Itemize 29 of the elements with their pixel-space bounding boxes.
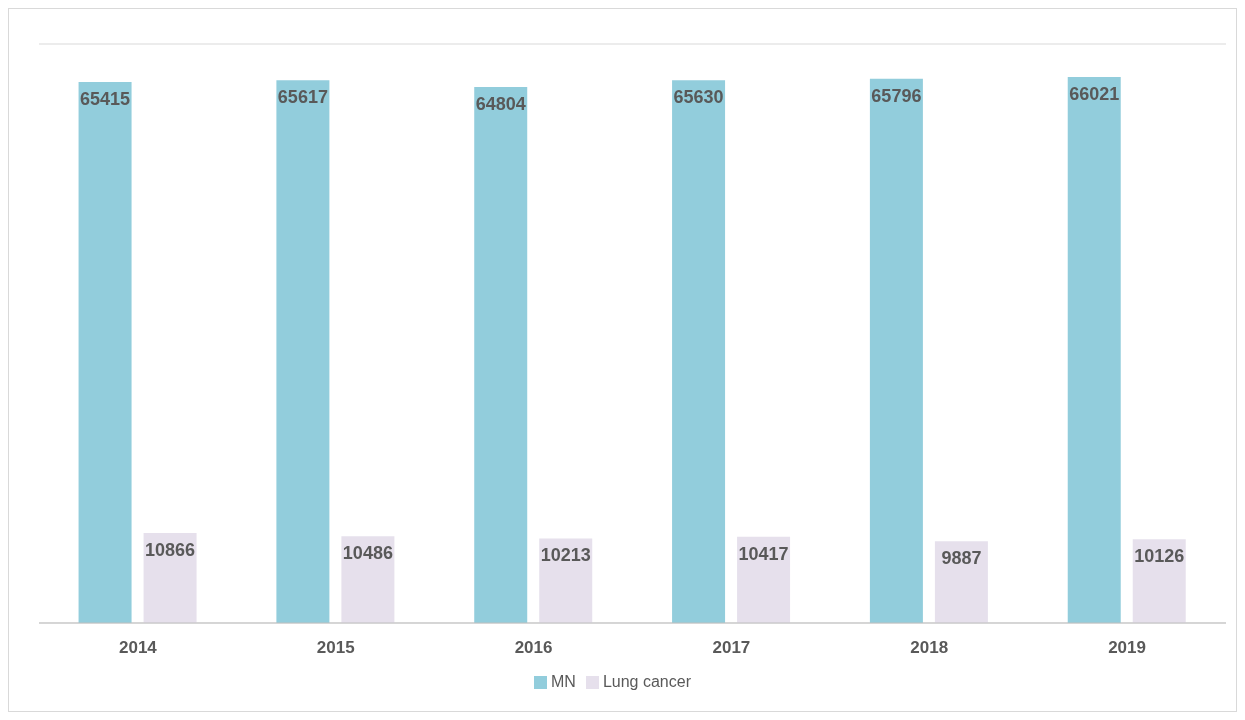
- data-label: 10486: [342, 543, 393, 564]
- x-tick-label: 2017: [712, 638, 751, 658]
- legend-label: Lung cancer: [602, 673, 691, 690]
- x-tick-label: 2014: [119, 638, 158, 658]
- bar: [276, 80, 330, 623]
- data-label: 65796: [871, 85, 922, 106]
- data-label: 64804: [475, 93, 526, 114]
- x-tick-label: 2018: [910, 638, 949, 658]
- bar: [934, 541, 988, 623]
- bar: [474, 86, 528, 623]
- bar: [869, 78, 923, 623]
- x-tick-label: 2019: [1108, 638, 1146, 658]
- bar: [672, 80, 726, 623]
- bar: [1132, 539, 1186, 623]
- bar: [1067, 76, 1121, 623]
- data-label: 10417: [738, 543, 789, 564]
- legend-label: MN: [551, 673, 576, 690]
- data-label: 65415: [80, 88, 131, 109]
- x-tick-label: 2016: [514, 638, 553, 658]
- x-tick-label: 2015: [316, 638, 355, 658]
- data-label: 9887: [941, 548, 982, 568]
- data-label: 65630: [673, 86, 724, 107]
- data-label: 65617: [277, 87, 328, 108]
- bar: [737, 536, 791, 623]
- data-label: 66021: [1069, 83, 1120, 104]
- data-label: 10213: [540, 545, 591, 566]
- data-label: 10866: [145, 539, 196, 560]
- data-label: 10126: [1134, 546, 1185, 567]
- bar: [78, 81, 132, 623]
